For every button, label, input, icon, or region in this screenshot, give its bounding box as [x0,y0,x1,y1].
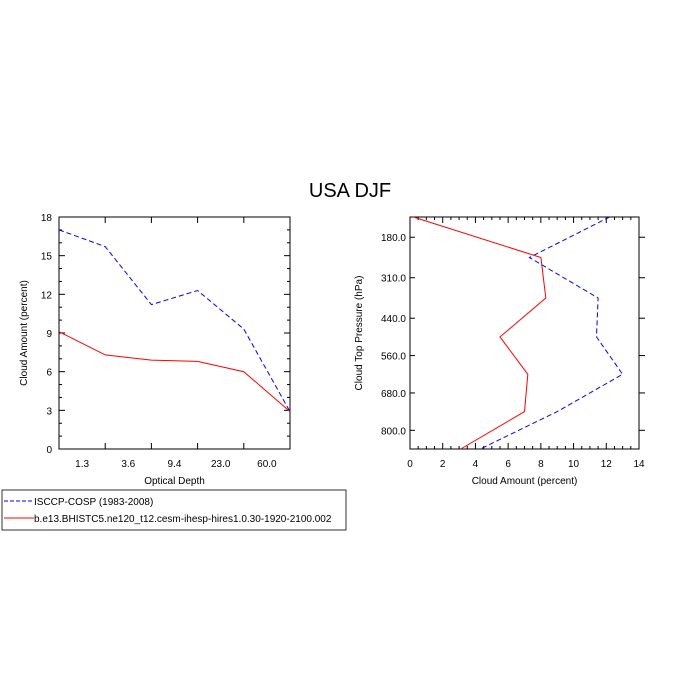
right-y-tick-label: 440.0 [381,314,406,325]
left-x-tick-label: 1.3 [75,459,89,470]
legend-box [1,489,347,531]
right-x-axis-label: Cloud Amount (percent) [472,476,578,487]
left-x-axis-label: Optical Depth [144,476,205,487]
right-x-tick-label: 14 [633,459,645,470]
right-y-tick-label: 800.0 [381,426,406,437]
left-x-tick-label: 23.0 [211,459,231,470]
figure-title: USA DJF [309,180,391,202]
right-x-tick-label: 8 [538,459,544,470]
right-chart: 0 2 4 6 8 10 12 14 180.0 310.0 440.0 560.0 680.0 800.… [354,216,645,487]
left-x-tick-label: 60.0 [257,459,277,470]
right-series-isccp-line [480,216,624,450]
left-y-tick-label: 18 [41,213,53,224]
right-x-tick-label: 10 [568,459,580,470]
left-chart: 0 3 6 9 12 15 18 1.3 3.6 9.4 23.0 60.0 Optical Depth… [19,213,291,487]
right-y-tick-label: 680.0 [381,389,406,400]
left-x-tick-label: 3.6 [121,459,135,470]
left-y-tick-label: 6 [46,368,52,379]
legend-label-model: b.e13.BHISTC5.ne120_t12.cesm-ihesp-hires… [34,514,332,525]
right-y-axis-label: Cloud Top Pressure (hPa) [354,276,365,391]
right-x-tick-label: 4 [473,459,479,470]
right-x-tick-label: 0 [407,459,413,470]
left-plot-frame [58,216,291,450]
left-series-model-line [58,331,291,412]
right-y-tick-label: 180.0 [381,233,406,244]
legend: ISCCP-COSP (1983-2008) b.e13.BHISTC5.ne1… [1,489,347,531]
right-series-model-line [413,216,547,450]
right-x-tick-label: 6 [505,459,511,470]
left-y-tick-label: 12 [41,290,53,301]
right-x-tick-label: 2 [440,459,446,470]
right-x-tick-label: 12 [601,459,613,470]
left-y-tick-label: 0 [46,445,52,456]
left-y-tick-label: 9 [46,329,52,340]
left-series-isccp-line [58,229,291,412]
left-y-tick-label: 15 [41,252,53,263]
left-y-axis-label: Cloud Amount (percent) [19,280,30,386]
left-x-tick-label: 9.4 [168,459,182,470]
right-y-tick-label: 310.0 [381,274,406,285]
right-y-tick-label: 560.0 [381,352,406,363]
left-y-tick-label: 3 [46,406,52,417]
legend-label-isccp: ISCCP-COSP (1983-2008) [34,497,153,508]
